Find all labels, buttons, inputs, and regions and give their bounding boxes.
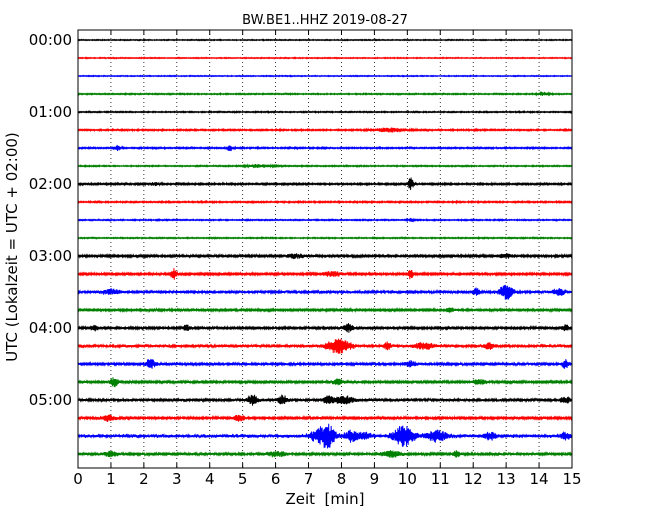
x-tick-label: 2 — [139, 470, 149, 488]
trace-0400 — [77, 323, 573, 333]
trace-0300 — [77, 252, 573, 260]
x-tick-label: 6 — [271, 470, 281, 488]
y-tick-label: 01:00 — [29, 103, 72, 121]
trace-0215 — [77, 199, 573, 205]
seismic-traces — [77, 38, 573, 458]
trace-0500 — [77, 394, 573, 406]
x-tick-label: 13 — [497, 470, 516, 488]
y-tick-label: 05:00 — [29, 391, 72, 409]
trace-0530 — [77, 423, 573, 449]
trace-0045 — [77, 91, 573, 97]
trace-0515 — [77, 414, 573, 422]
trace-0245 — [77, 235, 573, 241]
trace-0030 — [77, 74, 573, 78]
trace-0000 — [77, 38, 573, 42]
x-axis-label: Zeit [min] — [285, 490, 364, 508]
trace-0115 — [77, 127, 573, 133]
x-tick-label: 1 — [106, 470, 116, 488]
x-tick-label: 11 — [431, 470, 450, 488]
trace-0130 — [77, 144, 573, 152]
chart-title: BW.BE1..HHZ 2019-08-27 — [242, 13, 408, 28]
x-tick-label: 0 — [73, 470, 83, 488]
y-tick-label: 04:00 — [29, 319, 72, 337]
x-tick-label: 10 — [398, 470, 417, 488]
x-tick-label: 4 — [205, 470, 215, 488]
trace-0100 — [77, 109, 573, 115]
trace-0015 — [77, 56, 573, 60]
trace-0230 — [77, 217, 573, 223]
y-axis-label: UTC (Lokalzeit = UTC + 02:00) — [3, 132, 21, 362]
y-tick-label: 03:00 — [29, 247, 72, 265]
y-axis-ticks: 00:00 01:00 02:00 03:00 04:00 05:00 — [29, 31, 572, 409]
x-tick-label: 12 — [464, 470, 483, 488]
x-tick-label: 8 — [337, 470, 347, 488]
trace-0330 — [77, 284, 573, 300]
x-tick-label: 9 — [370, 470, 380, 488]
y-tick-label: 00:00 — [29, 31, 72, 49]
x-tick-label: 7 — [304, 470, 314, 488]
x-tick-label: 14 — [530, 470, 549, 488]
trace-0415 — [77, 338, 573, 354]
trace-0315 — [77, 268, 573, 280]
trace-0345 — [77, 306, 573, 314]
x-axis-ticks: 0 1 2 3 4 5 6 7 8 9 10 11 12 13 14 15 — [73, 30, 582, 488]
plot-frame — [77, 29, 573, 469]
trace-0430 — [77, 358, 573, 369]
trace-0145 — [77, 163, 573, 169]
trace-0445 — [77, 377, 573, 388]
x-tick-label: 5 — [238, 470, 248, 488]
x-tick-label: 15 — [562, 470, 581, 488]
trace-0545 — [77, 450, 573, 458]
trace-0200 — [77, 177, 573, 191]
x-tick-label: 3 — [172, 470, 182, 488]
y-tick-label: 02:00 — [29, 175, 72, 193]
